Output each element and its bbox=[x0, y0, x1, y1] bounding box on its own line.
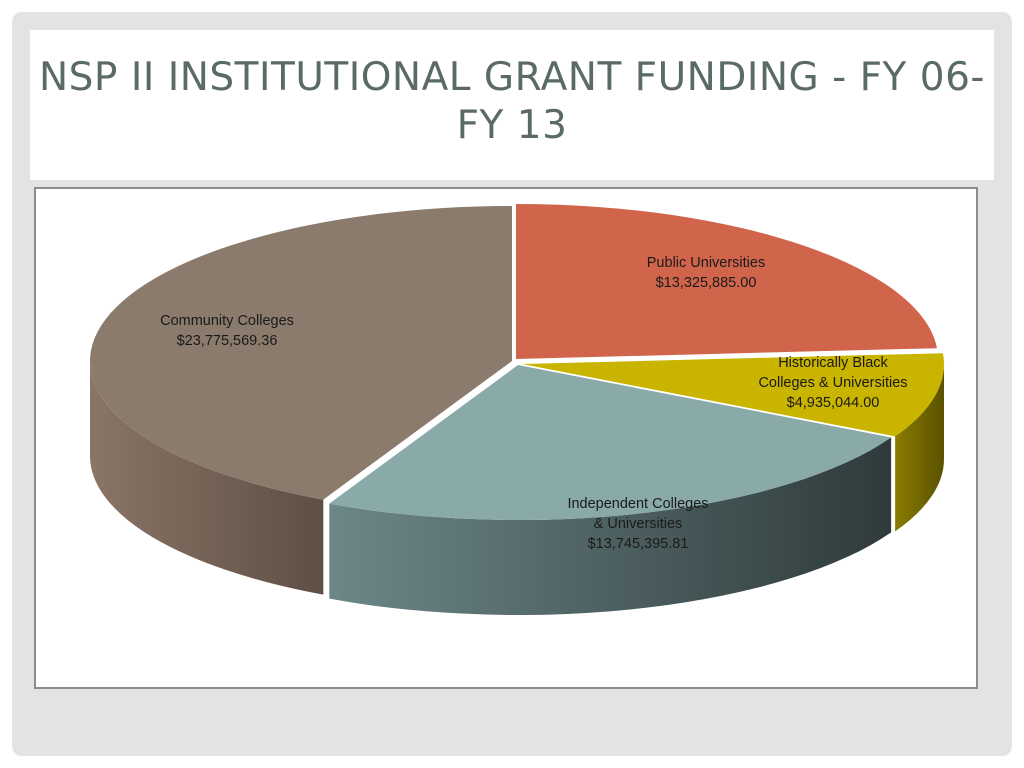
slice-label-line: Colleges & Universities bbox=[758, 375, 907, 391]
pie-sides bbox=[90, 361, 944, 615]
slice-label-line: & Universities bbox=[594, 516, 683, 532]
slice-label-line: $23,775,569.36 bbox=[177, 333, 278, 349]
pie-chart: Public Universities $13,325,885.00 Histori… bbox=[89, 204, 944, 615]
slice-label-line: Independent Colleges bbox=[567, 496, 708, 512]
chart-frame: Public Universities $13,325,885.00 Histori… bbox=[34, 187, 978, 689]
slice-label-line: Historically Black bbox=[778, 355, 888, 371]
slice-label-line: $13,325,885.00 bbox=[656, 275, 757, 291]
slice-public bbox=[516, 204, 937, 359]
slice-label-independent: Independent Colleges & Universities $13,74… bbox=[567, 496, 708, 552]
slice-label-line: $13,745,395.81 bbox=[588, 536, 689, 552]
slice-independent bbox=[329, 365, 892, 520]
slice-side-community bbox=[90, 361, 324, 595]
slice-hbcu bbox=[522, 353, 944, 437]
slice-label-public: Public Universities $13,325,885.00 bbox=[647, 255, 765, 291]
slice-community bbox=[89, 206, 512, 500]
slice-label-line: Public Universities bbox=[647, 255, 765, 271]
title-box: NSP II INSTITUTIONAL GRANT FUNDING - FY … bbox=[30, 30, 994, 180]
page-title: NSP II INSTITUTIONAL GRANT FUNDING - FY … bbox=[39, 55, 985, 148]
slice-label-line: $4,935,044.00 bbox=[787, 395, 880, 411]
slice-side-hbcu bbox=[895, 364, 944, 532]
slice-side-independent bbox=[329, 437, 892, 615]
slice-label-hbcu: Historically Black Colleges & Universitie… bbox=[758, 355, 907, 411]
pie-tops bbox=[89, 204, 944, 520]
slice-label-line: Community Colleges bbox=[160, 313, 294, 329]
slice-labels: Public Universities $13,325,885.00 Histori… bbox=[160, 255, 907, 552]
slice-label-community: Community Colleges $23,775,569.36 bbox=[160, 313, 294, 349]
